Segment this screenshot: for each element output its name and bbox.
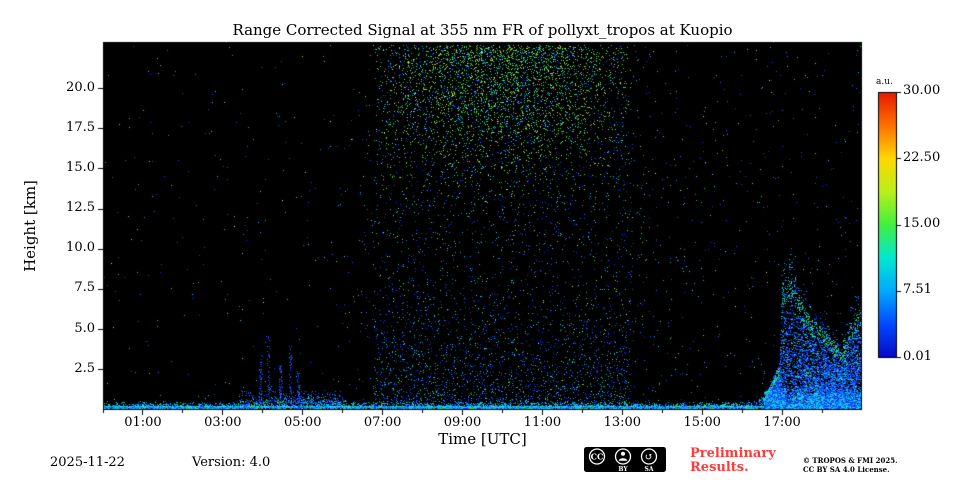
x-axis-label: Time [UTC] [438, 430, 527, 448]
version-label: Version: 4.0 [192, 455, 271, 470]
cc-by-sa-badge: CC ↺ BY SA [583, 446, 667, 473]
y-tick-label: 7.5 [74, 280, 95, 296]
x-tick-label: 11:00 [523, 415, 562, 430]
cc-logo-text: CC [591, 452, 604, 462]
preliminary-line-1: Preliminary [690, 446, 776, 461]
person-icon [621, 451, 625, 456]
y-axis-label: Height [km] [21, 180, 39, 272]
y-tick-label: 5.0 [74, 320, 95, 336]
x-tick-label: 13:00 [603, 415, 642, 430]
x-tick-label: 17:00 [763, 415, 801, 430]
colorbar-tick-label: 0.01 [903, 348, 932, 364]
x-tick-label: 01:00 [124, 415, 162, 430]
license-line-1: © TROPOS & FMI 2025. [803, 456, 898, 465]
x-tick-label: 09:00 [443, 415, 482, 430]
sa-circle-icon [640, 448, 658, 465]
y-tick-label: 20.0 [66, 79, 95, 95]
colorbar-tick-label: 15.00 [903, 216, 941, 231]
colorbar-tick-label: 7.51 [903, 282, 932, 298]
y-tick-label: 2.5 [74, 360, 95, 376]
colorbar-unit-label: a.u. [876, 77, 893, 87]
x-tick-label: 07:00 [363, 415, 402, 430]
x-tick-label: 05:00 [284, 415, 322, 430]
y-tick-label: 10.0 [66, 240, 95, 256]
y-tick-label: 15.0 [66, 159, 95, 175]
x-tick-label: 15:00 [683, 415, 721, 430]
y-tick-label: 17.5 [66, 119, 95, 135]
license-line-2: CC BY SA 4.0 License. [803, 465, 890, 474]
x-tick-label: 03:00 [204, 415, 242, 430]
measurement-date: 2025-11-22 [50, 455, 125, 470]
colorbar-tick-label: 30.00 [903, 83, 941, 98]
preliminary-results-note: Preliminary Results. [690, 447, 776, 475]
chart-title: Range Corrected Signal at 355 nm FR of p… [232, 21, 733, 39]
cc-circle-icon [588, 448, 606, 465]
y-tick-label: 12.5 [66, 200, 95, 216]
colorbar-tick-label: 22.50 [903, 149, 941, 165]
badge-by-label: BY [618, 466, 628, 473]
license-note: © TROPOS & FMI 2025. CC BY SA 4.0 Licens… [803, 456, 898, 474]
person-body-icon [618, 458, 628, 461]
preliminary-line-2: Results. [690, 460, 749, 475]
badge-sa-label: SA [645, 466, 654, 473]
sa-arrow-icon: ↺ [645, 452, 653, 463]
by-circle-icon [614, 448, 632, 465]
